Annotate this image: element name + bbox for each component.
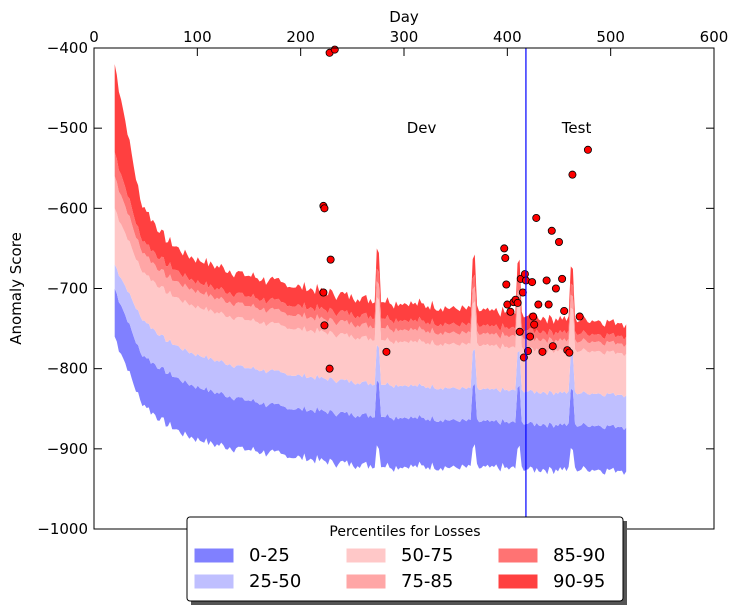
y-axis-ticks: −400 −500 −600 −700 −800 −900 −1000 [37,39,714,538]
loss-point [520,270,529,279]
band-0-25 [114,288,627,475]
annotation-label: Dev [407,119,437,137]
legend-title: Percentiles for Losses [329,524,480,540]
loss-point [544,300,553,309]
loss-point [560,306,569,315]
y-tick-label: −1000 [37,520,88,538]
x-tick-label: 500 [596,28,625,46]
loss-point [515,327,524,336]
legend-swatch-85-90 [498,548,538,563]
loss-point [538,347,547,356]
y-axis-label: Anomaly Score [7,232,25,345]
legend-label-50-75: 50-75 [401,545,453,566]
band-50-75 [114,208,627,398]
legend-swatch-75-85 [346,574,386,589]
legend-swatch-0-25 [194,548,234,563]
loss-point [534,300,543,309]
legend-swatch-50-75 [346,548,386,563]
loss-point [320,204,329,213]
loss-point [382,347,391,356]
loss-point [555,238,564,247]
band-85-90 [114,152,627,348]
loss-point [548,342,557,351]
band-75-85 [114,176,627,357]
legend-label-75-85: 75-85 [401,571,453,592]
y-tick-label: −900 [47,440,88,458]
y-tick-label: −700 [47,280,88,298]
x-tick-label: 200 [286,28,315,46]
percentile-bands [114,64,627,475]
loss-point [502,280,511,289]
y-tick-label: −400 [47,39,88,57]
loss-point [506,307,515,316]
x-axis-ticks: 0 100 200 300 400 500 600 [89,28,728,529]
legend-label-25-50: 25-50 [249,571,301,592]
loss-point [330,45,339,54]
loss-point [500,244,509,253]
band-25-50 [114,264,627,430]
legend: Percentiles for Losses 0-25 25-50 50-75 75-… [186,516,627,605]
loss-point [542,276,551,285]
loss-point [575,312,584,321]
loss-point [325,364,334,373]
x-tick-label: 300 [390,28,419,46]
loss-point [547,226,556,235]
loss-point [320,321,329,330]
x-axis-label: Day [389,8,419,26]
loss-point [565,348,574,357]
loss-point [528,278,537,287]
loss-point [529,312,538,321]
loss-point [568,170,577,179]
annotation-label: Test [561,119,592,137]
x-tick-label: 400 [493,28,522,46]
x-tick-label: 0 [89,28,99,46]
loss-point [326,255,335,264]
loss-point [558,274,567,283]
y-tick-label: −500 [47,119,88,137]
loss-point [319,288,328,297]
loss-point [501,254,510,263]
loss-point [513,298,522,307]
legend-swatch-90-95 [498,574,538,589]
y-tick-label: −600 [47,199,88,217]
loss-point [530,320,539,329]
legend-label-0-25: 0-25 [249,545,290,566]
legend-swatch-25-50 [194,574,234,589]
legend-items: 0-25 25-50 50-75 75-85 85-90 90-95 [194,545,605,592]
legend-label-90-95: 90-95 [553,571,605,592]
x-tick-label: 600 [700,28,729,46]
loss-point [526,332,535,341]
legend-label-85-90: 85-90 [553,545,605,566]
loss-point [532,213,541,222]
annotations: Dev Test [407,119,592,137]
y-tick-label: −800 [47,360,88,378]
loss-point [551,284,560,293]
loss-point [583,145,592,154]
loss-points [319,45,592,373]
x-tick-label: 100 [183,28,212,46]
